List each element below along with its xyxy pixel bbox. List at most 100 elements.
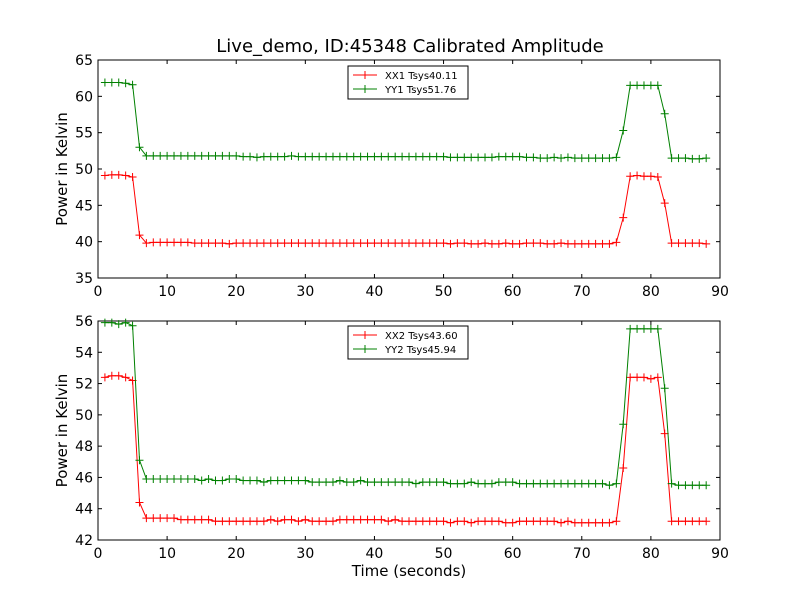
data-point-marker	[563, 517, 572, 526]
data-point-marker	[570, 154, 579, 163]
data-point-marker	[204, 239, 213, 248]
data-point-marker	[522, 517, 531, 526]
legend-label: YY1 Tsys51.76	[384, 85, 456, 96]
data-point-marker	[259, 478, 268, 487]
data-point-marker	[605, 239, 614, 248]
data-point-marker	[487, 153, 496, 162]
data-point-marker	[156, 514, 165, 523]
x-tick-label: 70	[573, 284, 591, 300]
data-point-marker	[100, 171, 109, 180]
x-tick-label: 40	[366, 546, 384, 562]
data-point-marker	[183, 151, 192, 160]
data-point-marker	[550, 517, 559, 526]
data-point-marker	[170, 514, 179, 523]
data-point-marker	[432, 478, 441, 487]
legend-label: XX2 Tsys43.60	[385, 331, 458, 342]
data-point-marker	[688, 154, 697, 163]
data-point-marker	[446, 153, 455, 162]
data-point-marker	[446, 239, 455, 248]
data-point-marker	[591, 518, 600, 527]
data-point-marker	[197, 239, 206, 248]
data-point-marker	[405, 239, 413, 248]
y-tick-label: 42	[75, 533, 93, 549]
data-point-marker	[142, 474, 151, 483]
data-point-marker	[598, 479, 607, 488]
data-point-marker	[646, 374, 655, 383]
data-point-marker	[529, 517, 538, 526]
data-point-marker	[563, 479, 572, 488]
data-point-marker	[598, 239, 607, 248]
x-tick-label: 80	[642, 284, 660, 300]
data-point-marker	[598, 518, 607, 527]
data-point-marker	[280, 239, 289, 248]
x-tick-label: 10	[158, 546, 176, 562]
data-point-marker	[149, 474, 158, 483]
data-point-marker	[550, 239, 559, 248]
x-tick-label: 0	[94, 546, 103, 562]
x-tick-label: 90	[711, 546, 729, 562]
data-point-marker	[342, 152, 351, 161]
data-point-marker	[149, 514, 158, 523]
data-point-marker	[322, 517, 331, 526]
data-point-marker	[142, 239, 151, 248]
data-point-marker	[204, 515, 213, 524]
data-point-marker	[570, 239, 579, 248]
data-point-marker	[342, 515, 351, 524]
data-point-marker	[370, 478, 379, 487]
data-point-marker	[702, 239, 711, 248]
data-point-marker	[246, 152, 255, 161]
data-point-marker	[142, 514, 151, 523]
data-point-marker	[398, 239, 407, 248]
x-tick-label: 60	[504, 284, 522, 300]
data-point-marker	[363, 152, 372, 161]
data-point-marker	[543, 154, 552, 163]
data-point-marker	[384, 478, 393, 487]
data-point-marker	[273, 239, 282, 248]
data-point-marker	[211, 517, 220, 526]
data-point-marker	[453, 479, 462, 488]
data-point-marker	[418, 517, 427, 526]
data-point-marker	[128, 321, 137, 330]
y-tick-label: 45	[75, 198, 93, 214]
data-point-marker	[584, 239, 593, 248]
data-point-marker	[349, 515, 358, 524]
data-point-marker	[356, 239, 365, 248]
data-point-marker	[356, 152, 365, 161]
data-point-marker	[135, 456, 144, 465]
data-point-marker	[356, 476, 365, 485]
data-point-marker	[273, 476, 282, 485]
data-point-marker	[529, 239, 538, 248]
x-tick-label: 70	[573, 546, 591, 562]
y-axis-label: Power in Kelvin	[53, 374, 71, 488]
data-point-marker	[266, 515, 275, 524]
data-point-marker	[204, 474, 213, 483]
x-tick-label: 0	[94, 284, 103, 300]
legend-marker	[361, 71, 369, 79]
data-point-marker	[405, 517, 413, 526]
data-point-marker	[266, 476, 275, 485]
data-point-marker	[563, 239, 572, 248]
data-point-marker	[377, 239, 386, 248]
data-point-marker	[570, 479, 579, 488]
data-point-marker	[667, 239, 676, 248]
legend-label: XX1 Tsys40.11	[385, 71, 458, 82]
data-point-marker	[612, 479, 621, 488]
data-point-marker	[577, 479, 586, 488]
data-point-marker	[605, 481, 614, 490]
data-point-marker	[425, 517, 434, 526]
data-point-marker	[377, 515, 386, 524]
data-point-marker	[425, 478, 434, 487]
data-point-marker	[646, 172, 655, 181]
data-point-marker	[259, 517, 268, 526]
data-point-marker	[190, 239, 199, 248]
data-point-marker	[308, 517, 317, 526]
data-point-marker	[335, 239, 344, 248]
data-point-marker	[515, 517, 524, 526]
data-point-marker	[439, 239, 448, 248]
data-point-marker	[315, 239, 324, 248]
data-point-marker	[190, 151, 199, 160]
data-point-marker	[308, 152, 317, 161]
data-point-marker	[660, 199, 669, 208]
data-point-marker	[439, 152, 448, 161]
data-point-marker	[702, 154, 711, 163]
